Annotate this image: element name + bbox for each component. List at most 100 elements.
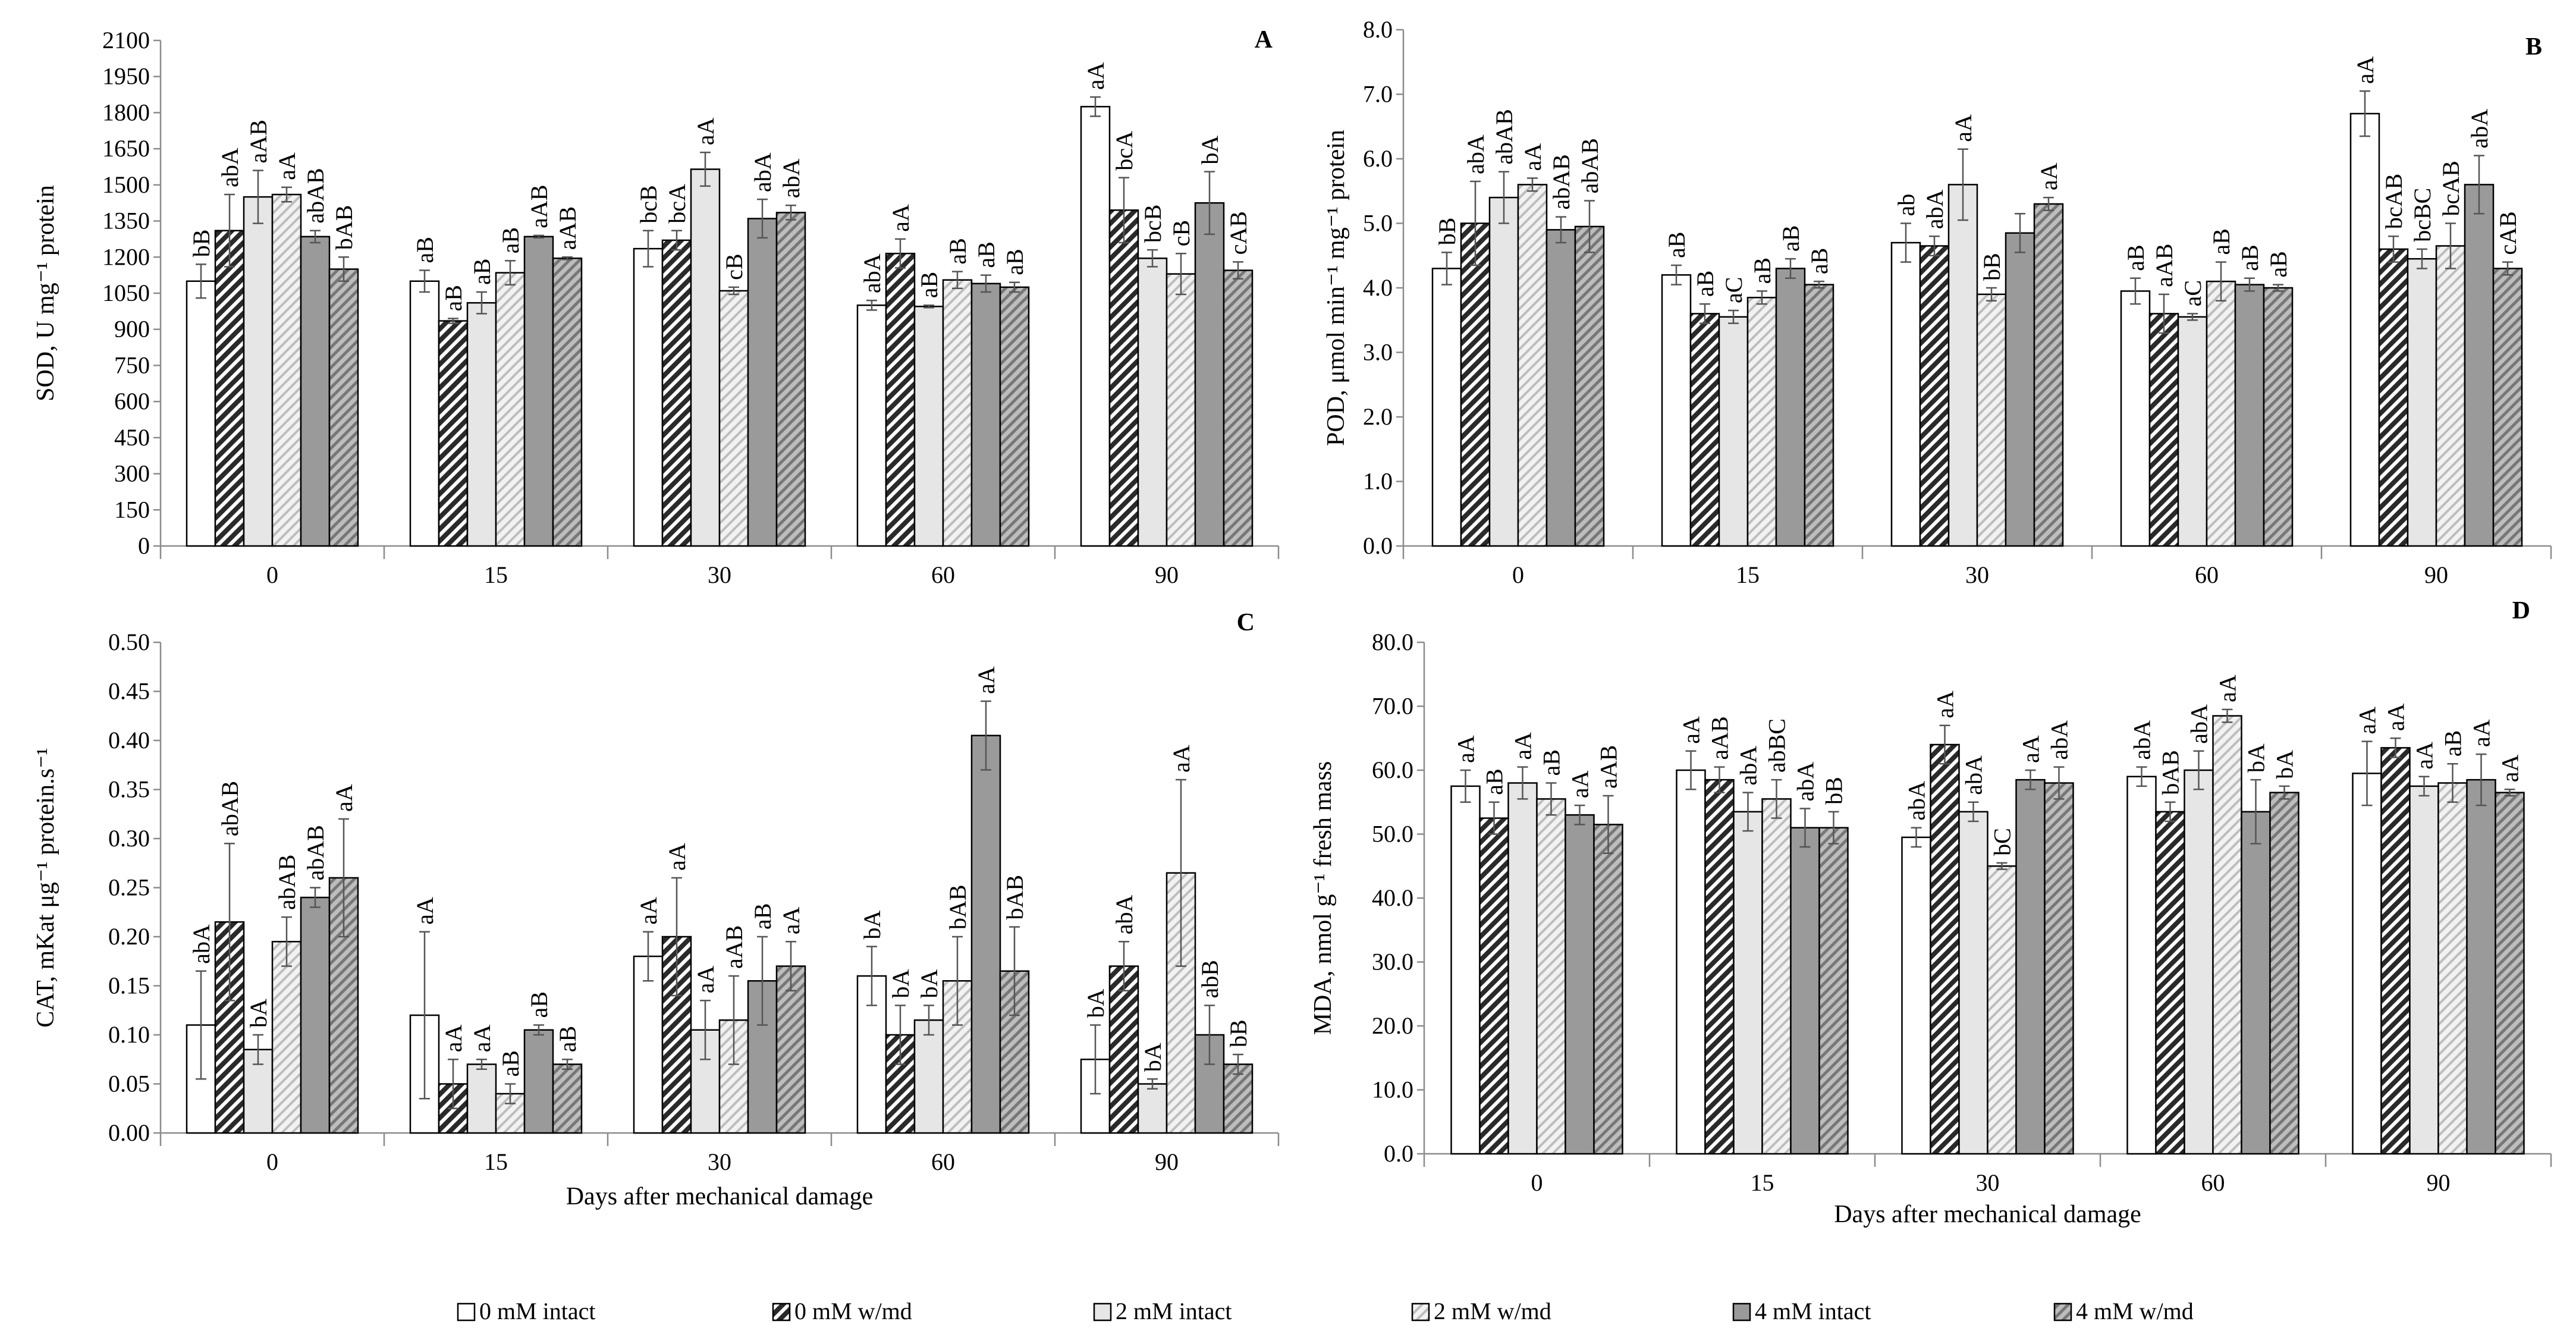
bar-b-3-2 [1976, 293, 2007, 547]
bar-d-5-1 [1818, 827, 1849, 1155]
significance-label: aB [1538, 749, 1565, 776]
legend-label: 0 mM intact [479, 1298, 596, 1324]
significance-label: abA [859, 253, 885, 293]
y-tick-label: 3.0 [1363, 339, 1393, 366]
bar-a-0-4 [1080, 106, 1111, 547]
bar-d-0-2 [1901, 836, 1931, 1155]
significance-label: aA [692, 117, 719, 145]
bar-d-0-1 [1676, 769, 1706, 1155]
significance-label: aA [2018, 735, 2044, 763]
significance-label: abA [749, 152, 776, 192]
significance-label: aA [1950, 114, 1977, 142]
significance-label: aA [2352, 56, 2379, 84]
bar-a-3-0 [271, 193, 302, 547]
y-tick-label: 0.0 [1363, 532, 1393, 559]
bar-d-4-1 [1790, 827, 1820, 1155]
significance-label: aB [554, 1026, 581, 1052]
bar-a-1-4 [1108, 209, 1139, 547]
significance-label: bC [1989, 828, 2016, 856]
bar-a-5-2 [775, 212, 806, 547]
significance-label: bB [1978, 253, 2005, 281]
bar-b-1-2 [1919, 245, 1950, 547]
chart-panel-c: 0.00 0.05 0.10 0.15 0.20 0.25 0.30 0.35 0.40 0.45… [32, 609, 1280, 1210]
significance-label: bcB [635, 185, 662, 223]
panel-letter: B [2525, 33, 2542, 61]
bar-a-3-3 [942, 279, 973, 547]
significance-label: aB [944, 238, 971, 264]
y-tick-label: 0 [138, 532, 150, 559]
y-tick-label: 1500 [102, 171, 150, 198]
significance-label: bcAB [2437, 161, 2464, 216]
significance-label: abAB [1491, 109, 1518, 164]
bar-b-0-2 [1890, 241, 1921, 547]
significance-label: aAB [1595, 745, 1622, 789]
y-tick-label: 20.0 [1372, 1012, 1413, 1039]
x-tick-label: 0 [266, 561, 278, 588]
x-tick-label: 30 [708, 1148, 731, 1175]
y-tick-label: 2.0 [1363, 403, 1393, 430]
bar-a-5-1 [552, 258, 583, 547]
y-tick-label: 750 [114, 351, 150, 378]
significance-label: aAB [721, 925, 747, 969]
x-tick-label: 0 [1512, 561, 1524, 588]
x-tick-label: 60 [2195, 561, 2219, 588]
y-tick-label: 60.0 [1372, 757, 1413, 783]
bar-b-2-0 [1488, 196, 1519, 547]
significance-label: bA [1082, 989, 1109, 1018]
legend-swatch [1411, 1302, 1430, 1322]
bar-d-3-4 [2437, 782, 2468, 1155]
significance-label: aB [1692, 271, 1719, 297]
bar-d-4-0 [1565, 814, 1595, 1155]
y-tick-label: 70.0 [1372, 693, 1413, 720]
significance-label: aAB [526, 185, 552, 228]
bar-b-1-1 [1689, 313, 1720, 547]
y-tick-label: 0.35 [108, 776, 150, 803]
significance-label: aA [2035, 162, 2062, 190]
bar-d-2-3 [2184, 769, 2214, 1155]
bar-b-4-3 [2234, 284, 2265, 547]
bar-a-3-1 [495, 272, 526, 547]
significance-label: aA [440, 1024, 467, 1052]
bar-d-4-3 [2241, 811, 2271, 1155]
significance-label: aB [497, 227, 524, 253]
bar-d-2-4 [2409, 785, 2439, 1155]
significance-label: cAB [2495, 211, 2521, 255]
x-tick-label: 90 [2427, 1169, 2451, 1196]
y-tick-label: 1650 [102, 135, 150, 162]
bar-a-1-2 [661, 239, 692, 547]
significance-label: aA [331, 784, 357, 812]
bar-c-5-2 [775, 965, 806, 1134]
panel-letter: C [1237, 609, 1255, 636]
x-tick-label: 30 [708, 561, 731, 588]
bar-a-4-3 [970, 283, 1001, 547]
y-tick-label: 8.0 [1363, 16, 1393, 43]
bar-d-1-1 [1704, 779, 1735, 1155]
bar-b-5-0 [1574, 225, 1605, 547]
significance-label: aB [469, 259, 495, 285]
bar-a-4-2 [747, 218, 778, 547]
x-tick-label: 0 [266, 1148, 278, 1175]
x-tick-label: 90 [2424, 561, 2448, 588]
chart-panel-a: 0150300450600750900105012001350150016501… [32, 26, 1280, 588]
significance-label: bA [859, 911, 885, 940]
significance-label: abA [1111, 894, 1138, 934]
significance-label: abBC [1764, 718, 1790, 773]
significance-label: bcBC [2409, 188, 2436, 242]
significance-label: aA [411, 897, 438, 925]
bar-a-0-3 [856, 304, 887, 547]
significance-label: bcB [1139, 205, 1166, 243]
bar-b-2-1 [1718, 316, 1749, 547]
bar-b-3-0 [1517, 184, 1548, 547]
y-tick-label: 1950 [102, 63, 150, 90]
legend-swatch [1093, 1302, 1112, 1322]
significance-label: aA [973, 666, 1000, 694]
bar-a-2-0 [243, 196, 274, 547]
bar-d-2-2 [1958, 811, 1988, 1155]
significance-label: abA [1792, 762, 1819, 802]
panel-letter: D [2512, 597, 2530, 624]
significance-label: aA [778, 906, 805, 934]
bar-d-2-1 [1733, 811, 1763, 1155]
bar-a-4-0 [300, 236, 331, 547]
significance-label: abA [2186, 704, 2213, 744]
significance-label: abA [1961, 755, 1987, 795]
